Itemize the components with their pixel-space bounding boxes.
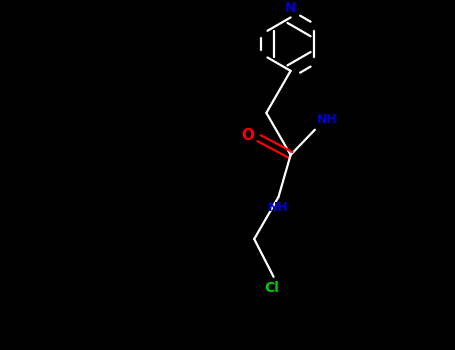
Text: Cl: Cl — [264, 281, 278, 295]
Text: NH: NH — [317, 113, 338, 126]
Text: NH: NH — [268, 201, 289, 214]
Text: N: N — [285, 1, 296, 15]
Text: O: O — [241, 128, 254, 143]
